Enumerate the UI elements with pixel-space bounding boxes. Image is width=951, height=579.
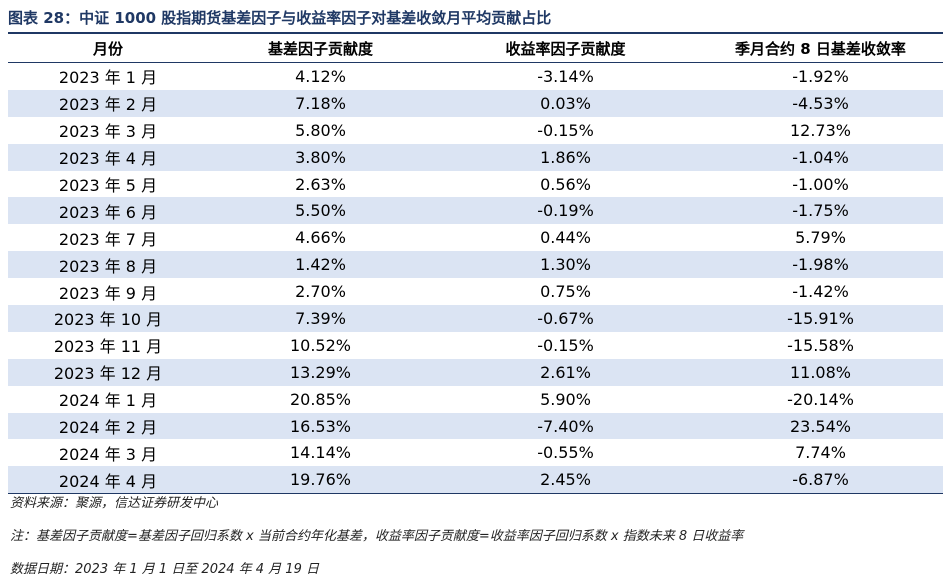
cell-month: 2024 年 3 月 [58,444,158,464]
cell-return-factor: 1.30% [540,255,591,275]
table-row: 2024 年 2 月 16.53% -7.40% 23.54% [8,412,943,440]
cell-return-factor: -3.14% [537,66,594,86]
data-date-note: 数据日期：2023 年 1 月 1 日至 2024 年 4 月 19 日 [10,562,319,577]
table-body: 2023 年 1 月 4.12% -3.14% -1.92% 2023 年 2 月 7.1… [8,63,943,494]
cell-convergence-rate: 12.73% [789,120,851,140]
cell-convergence-rate: -1.75% [792,201,849,221]
cell-basis-factor: 16.53% [289,416,351,436]
cell-month: 2023 年 3 月 [58,122,158,142]
cell-return-factor: -0.15% [537,335,594,355]
cell-basis-factor: 5.50% [295,201,346,221]
cell-return-factor: -0.55% [537,443,594,463]
table-row: 2023 年 10 月 7.39% -0.67% -15.91% [8,305,943,332]
table-row: 2023 年 9 月 2.70% 0.75% -1.42% [8,278,943,305]
header-basis-factor: 基差因子贡献度 [267,39,373,58]
cell-month: 2023 年 4 月 [58,149,158,169]
table-row: 2023 年 5 月 2.63% 0.56% -1.00% [8,171,943,198]
cell-basis-factor: 20.85% [289,389,351,409]
cell-convergence-rate: 5.79% [795,228,846,248]
cell-basis-factor: 1.42% [295,255,346,275]
table-row: 2023 年 2 月 7.18% 0.03% -4.53% [8,89,943,117]
table-row: 2023 年 1 月 4.12% -3.14% -1.92% [8,63,943,90]
cell-return-factor: 1.86% [540,147,591,167]
table-row: 2023 年 11 月 10.52% -0.15% -15.58% [8,332,943,359]
table-row: 2023 年 7 月 4.66% 0.44% 5.79% [8,224,943,251]
header-convergence-rate: 季月合约 8 日基差收敛率 [735,39,906,58]
cell-month: 2023 年 7 月 [58,229,158,249]
table-row: 2023 年 6 月 5.50% -0.19% -1.75% [8,197,943,225]
cell-convergence-rate: -1.42% [792,282,849,302]
header-month: 月份 [92,39,123,58]
cell-convergence-rate: -1.04% [792,147,849,167]
cell-convergence-rate: -15.58% [787,335,854,355]
formula-note: 注：基差因子贡献度=基差因子回归系数 x 当前合约年化基差，收益率因子贡献度=收… [10,529,744,544]
cell-basis-factor: 5.80% [295,120,346,140]
cell-return-factor: -7.40% [537,416,594,436]
cell-month: 2023 年 1 月 [58,68,158,88]
cell-basis-factor: 7.18% [295,93,346,113]
cell-return-factor: 0.03% [540,93,591,113]
cell-month: 2023 年 11 月 [53,337,163,357]
table-row: 2023 年 12 月 13.29% 2.61% 11.08% [8,358,943,386]
cell-month: 2023 年 10 月 [53,310,163,330]
cell-return-factor: 2.61% [540,362,591,382]
cell-month: 2023 年 8 月 [58,256,158,276]
cell-month: 2023 年 6 月 [58,202,158,222]
cell-month: 2023 年 2 月 [58,95,158,115]
table-row: 2023 年 4 月 3.80% 1.86% -1.04% [8,143,943,171]
cell-return-factor: -0.19% [537,201,594,221]
cell-return-factor: 0.75% [540,282,591,302]
cell-month: 2023 年 5 月 [58,176,158,195]
cell-return-factor: 5.90% [540,389,591,409]
cell-month: 2024 年 2 月 [58,418,158,438]
cell-basis-factor: 2.70% [295,282,346,302]
cell-convergence-rate: 23.54% [789,416,851,436]
table-row: 2024 年 1 月 20.85% 5.90% -20.14% [8,386,943,413]
cell-month: 2023 年 12 月 [53,364,163,384]
table-row: 2023 年 8 月 1.42% 1.30% -1.98% [8,251,943,279]
table-row: 2024 年 3 月 14.14% -0.55% 7.74% [8,439,943,466]
header-return-factor: 收益率因子贡献度 [505,39,626,58]
figure-title: 图表 28：中证 1000 股指期货基差因子与收益率因子对基差收敛月平均贡献占比 [8,9,552,27]
contribution-table: 月份 基差因子贡献度 收益率因子贡献度 季月合约 8 日基差收敛率 2023 年… [8,32,943,495]
cell-return-factor: -0.67% [537,308,594,328]
cell-convergence-rate: -1.98% [792,255,849,275]
cell-basis-factor: 3.80% [295,147,346,167]
cell-basis-factor: 4.12% [295,66,346,86]
cell-return-factor: 0.44% [540,228,591,248]
cell-basis-factor: 19.76% [289,470,351,490]
cell-basis-factor: 7.39% [295,308,346,328]
cell-convergence-rate: 7.74% [795,443,846,463]
cell-convergence-rate: -4.53% [792,93,849,113]
cell-return-factor: -0.15% [537,120,594,140]
cell-return-factor: 2.45% [540,470,591,490]
cell-month: 2024 年 1 月 [58,391,158,411]
cell-convergence-rate: -6.87% [792,470,849,490]
cell-convergence-rate: -15.91% [787,308,854,328]
cell-month: 2023 年 9 月 [58,283,158,303]
cell-convergence-rate: -20.14% [787,389,854,409]
table-row: 2023 年 3 月 5.80% -0.15% 12.73% [8,117,943,144]
cell-return-factor: 0.56% [540,174,591,194]
cell-basis-factor: 13.29% [289,362,351,382]
cell-basis-factor: 10.52% [289,335,351,355]
cell-convergence-rate: 11.08% [789,362,851,382]
source-note: 资料来源：聚源，信达证券研发中心 [10,496,219,511]
cell-basis-factor: 2.63% [295,174,346,194]
cell-convergence-rate: -1.92% [792,66,849,86]
cell-month: 2024 年 4 月 [58,471,158,491]
cell-convergence-rate: -1.00% [792,174,849,194]
table-row: 2024 年 4 月 19.76% 2.45% -6.87% [8,466,943,494]
table-header-row: 月份 基差因子贡献度 收益率因子贡献度 季月合约 8 日基差收敛率 [8,34,943,63]
cell-basis-factor: 14.14% [289,443,351,463]
cell-basis-factor: 4.66% [295,228,346,248]
